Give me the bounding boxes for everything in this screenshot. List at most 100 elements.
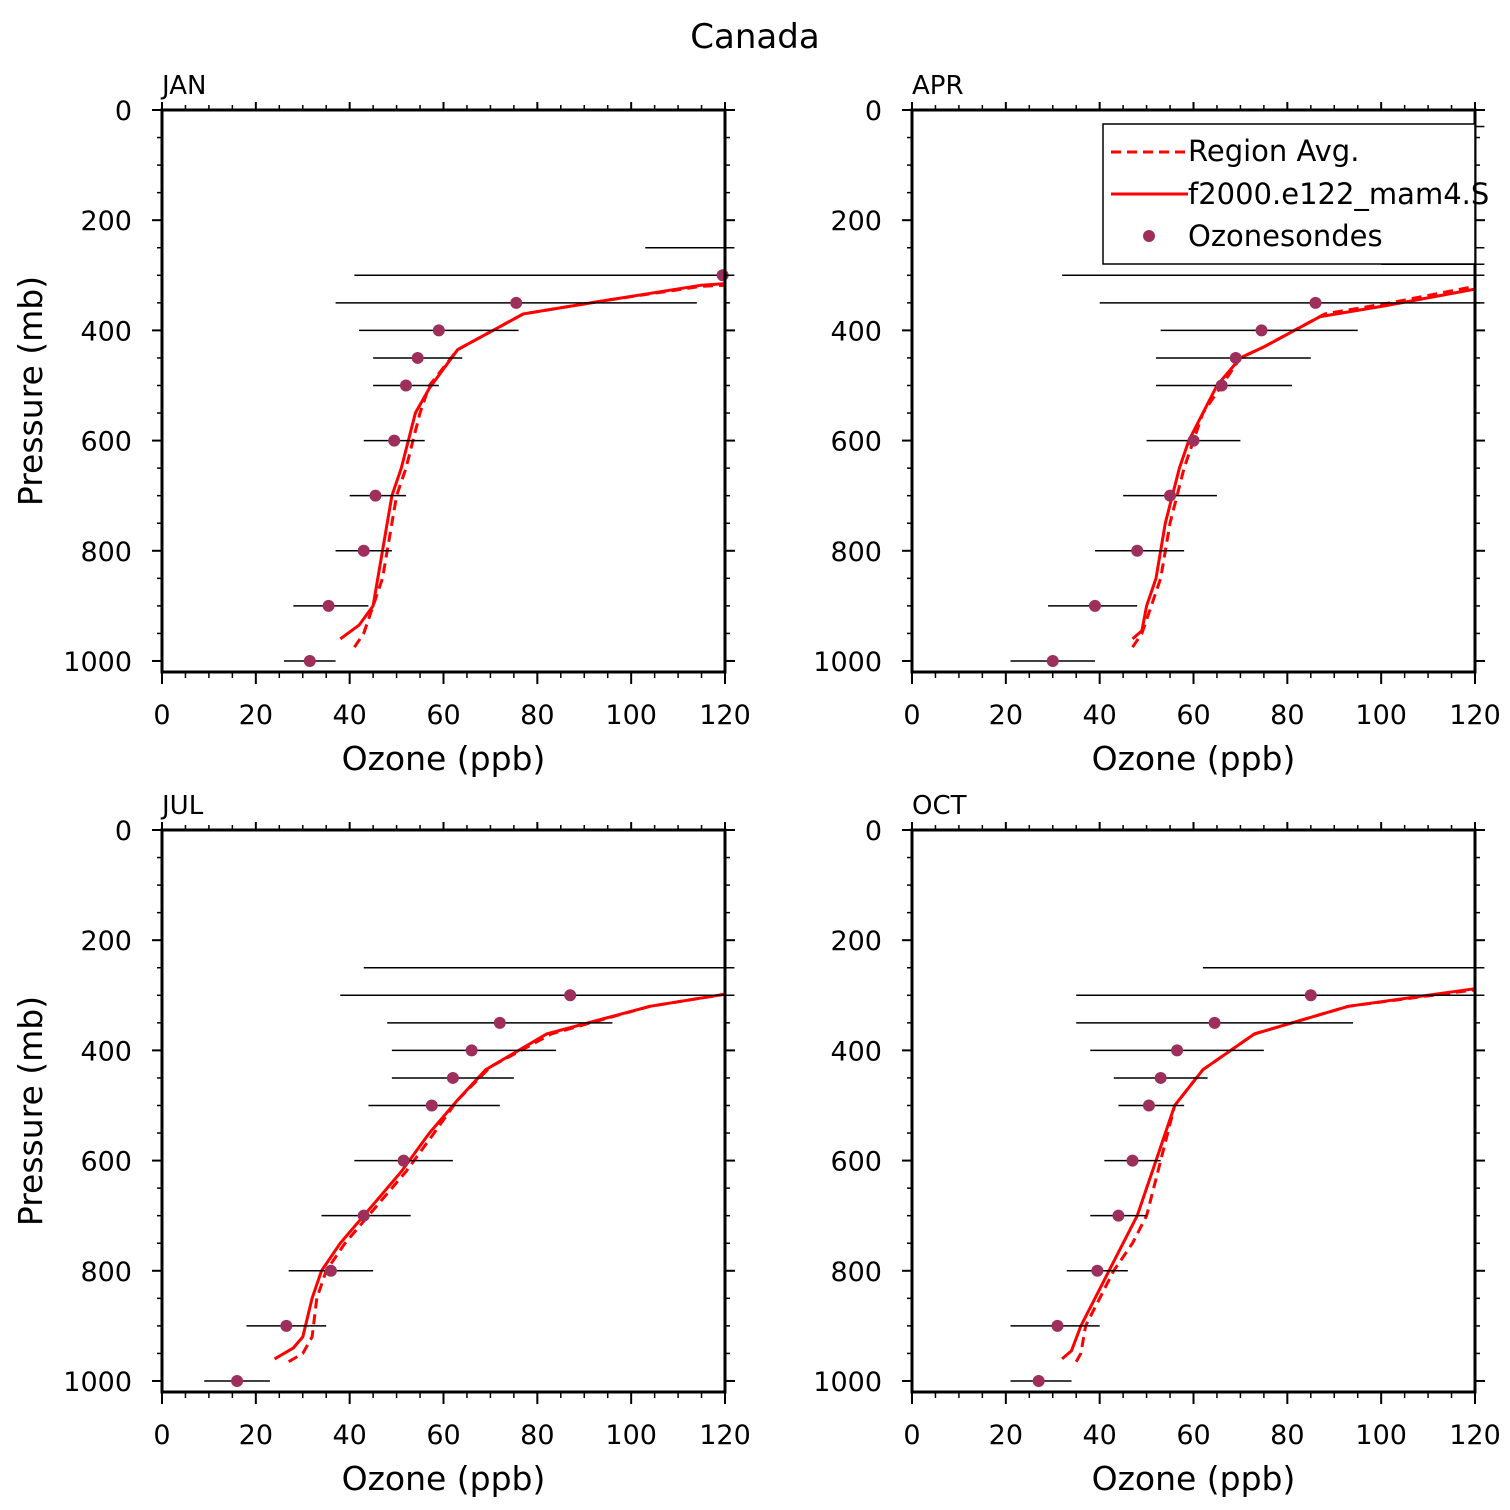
y-tick-label: 600 <box>80 1147 132 1178</box>
x-tick-label: 120 <box>1449 1420 1501 1451</box>
x-tick-label: 60 <box>1176 1420 1210 1451</box>
ozonesonde-point <box>1091 1264 1104 1277</box>
x-tick-label: 0 <box>903 1420 920 1451</box>
x-tick-label: 20 <box>239 700 273 731</box>
x-tick-label: 80 <box>1270 1420 1304 1451</box>
y-tick-label: 0 <box>865 816 882 847</box>
panel-jul-plot-area <box>204 966 735 1387</box>
panel-jan-plot-area <box>283 246 735 667</box>
y-tick-label: 400 <box>830 1036 882 1067</box>
x-tick-label: 120 <box>699 700 751 731</box>
y-axis-label: Pressure (mb) <box>11 996 50 1226</box>
ozonesonde-point <box>1032 1374 1045 1387</box>
y-tick-label: 800 <box>830 537 882 568</box>
x-tick-label: 100 <box>1355 700 1407 731</box>
ozonesonde-point <box>446 1071 459 1084</box>
ozonesonde-point <box>1131 544 1144 557</box>
legend-marker-swatch <box>1143 230 1155 242</box>
x-tick-label: 40 <box>1082 1420 1116 1451</box>
model-run-line <box>1131 287 1476 641</box>
ozonesonde-point <box>1164 489 1177 502</box>
model-run-line <box>273 992 726 1361</box>
x-tick-label: 0 <box>903 700 920 731</box>
ozonesonde-point <box>1088 599 1101 612</box>
region-avg-line <box>1074 988 1476 1363</box>
x-tick-label: 120 <box>1449 700 1501 731</box>
legend-label-region: Region Avg. <box>1188 134 1359 168</box>
y-tick-label: 400 <box>80 316 132 347</box>
y-tick-label: 800 <box>830 1257 882 1288</box>
ozonesonde-point <box>388 434 401 447</box>
panel-frame <box>910 828 1477 1394</box>
y-tick-label: 1000 <box>63 1367 132 1398</box>
ozonesonde-point <box>1046 654 1059 667</box>
y-tick-label: 200 <box>830 206 882 237</box>
ozonesonde-point <box>1309 296 1322 309</box>
region-avg-line <box>353 283 726 649</box>
ozonesonde-point <box>280 1319 293 1332</box>
ozonesonde-point <box>303 654 316 667</box>
ozonesonde-point <box>1051 1319 1064 1332</box>
ozonesonde-point <box>357 544 370 557</box>
x-axis-label: Ozone (ppb) <box>342 739 546 778</box>
x-tick-label: 80 <box>520 700 554 731</box>
panel-frame <box>160 108 727 674</box>
ozonesonde-point <box>1154 1071 1167 1084</box>
x-tick-label: 80 <box>520 1420 554 1451</box>
y-tick-label: 1000 <box>813 1367 882 1398</box>
y-tick-label: 200 <box>830 926 882 957</box>
ozonesonde-point <box>1142 1099 1155 1112</box>
y-tick-label: 800 <box>80 1257 132 1288</box>
x-tick-label: 100 <box>605 1420 657 1451</box>
ozonesonde-point <box>324 1264 337 1277</box>
x-tick-label: 60 <box>426 1420 460 1451</box>
ozonesonde-point <box>1304 989 1317 1002</box>
ozonesonde-point <box>432 324 445 337</box>
x-tick-label: 20 <box>239 1420 273 1451</box>
y-tick-label: 800 <box>80 537 132 568</box>
x-tick-label: 120 <box>699 1420 751 1451</box>
panel-label: JUL <box>160 791 204 821</box>
x-tick-label: 40 <box>1082 700 1116 731</box>
x-tick-label: 0 <box>153 700 170 731</box>
x-tick-label: 100 <box>605 700 657 731</box>
ozonesonde-point <box>1255 324 1268 337</box>
ozonesonde-point <box>510 296 523 309</box>
legend-label-sondes: Ozonesondes <box>1188 219 1383 253</box>
ozonesonde-point <box>564 989 577 1002</box>
ozonesonde-point <box>465 1044 478 1057</box>
x-tick-label: 20 <box>989 700 1023 731</box>
y-tick-label: 600 <box>80 427 132 458</box>
x-axis-label: Ozone (ppb) <box>1092 739 1296 778</box>
y-tick-label: 1000 <box>63 647 132 678</box>
y-tick-label: 600 <box>830 1147 882 1178</box>
x-tick-label: 60 <box>1176 700 1210 731</box>
x-tick-label: 100 <box>1355 1420 1407 1451</box>
x-axis-label: Ozone (ppb) <box>342 1459 546 1498</box>
ozonesonde-point <box>231 1374 244 1387</box>
y-tick-label: 0 <box>865 96 882 127</box>
model-run-line <box>339 282 726 641</box>
ozonesonde-point <box>1126 1154 1139 1167</box>
ozonesonde-point <box>411 351 424 364</box>
y-tick-label: 0 <box>115 816 132 847</box>
ozonesonde-point <box>322 599 335 612</box>
ozonesonde-point <box>357 1209 370 1222</box>
x-tick-label: 40 <box>332 1420 366 1451</box>
ozonesonde-point <box>369 489 382 502</box>
legend-label-model: f2000.e122_mam4.S <box>1188 177 1489 211</box>
model-run-line <box>1061 987 1476 1361</box>
panel-oct-plot-area <box>1010 966 1485 1387</box>
panel-frame <box>160 828 727 1394</box>
x-tick-label: 0 <box>153 1420 170 1451</box>
y-axis-label: Pressure (mb) <box>11 276 50 506</box>
panel-label: OCT <box>912 791 967 821</box>
panel-label: APR <box>912 71 964 101</box>
region-avg-line <box>287 992 726 1363</box>
ozonesonde-point <box>397 1154 410 1167</box>
ozonesonde-point <box>1229 351 1242 364</box>
ozonesonde-point <box>493 1016 506 1029</box>
x-tick-label: 20 <box>989 1420 1023 1451</box>
